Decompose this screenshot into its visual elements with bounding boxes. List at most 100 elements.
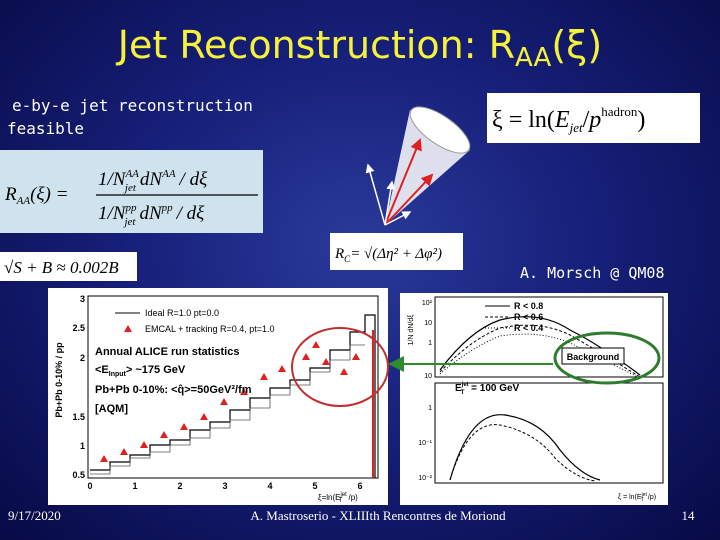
formula-part: AA [16,195,31,207]
formula-part: 1/N [98,169,127,190]
formula-box [0,252,137,281]
legend-label: EMCAL + tracking R=0.4, pt=1.0 [145,324,275,334]
footer-center: A. Mastroserio - XLIIIth Rencontres de M… [250,508,506,523]
plot-note: [AQM] [95,403,128,415]
plot-note: <EInput> ~175 GeV [95,364,186,378]
legend-label: R < 0.6 [514,312,543,322]
rc-formula: RC= √(Δη² + Δφ²) [334,246,442,264]
formula-part: dN [140,169,164,190]
tick-label: 1 [428,405,432,412]
formula-part: jet [123,182,137,194]
formula-part: R [4,184,17,205]
tick-label: 2 [80,353,85,363]
title-end: (ξ) [551,23,602,67]
background-label: Background [567,352,620,362]
tick-label: 6 [357,481,362,491]
intro-line: feasible [7,119,84,138]
label-part: ξ = ln(E [618,494,642,501]
formula-part: / dξ [179,169,209,190]
tick-label: 4 [267,481,272,491]
tick-label: 0 [87,481,92,491]
formula-part: 1/N [98,203,127,224]
formula-part: hadron [601,104,638,119]
label-part: ξ=ln(E [318,493,340,502]
legend-label: R < 0.8 [514,301,543,311]
tick-label: 5 [312,481,317,491]
footer-date: 9/17/2020 [8,508,61,523]
plot-note: Annual ALICE run statistics [95,346,239,358]
formula-part: pp [124,202,137,214]
footer-page: 14 [682,508,696,523]
note-part: > ~175 GeV [126,364,186,376]
tick-label: 10 [424,320,432,327]
formula-part: jet [568,120,583,135]
formula-part: p [587,107,601,133]
formula-box [487,93,700,143]
label-part: T [641,497,644,503]
formula-part: AA [161,168,176,180]
jet-cone [365,106,471,226]
label-part: T [461,390,465,396]
tick-label: 10⁻¹ [418,440,432,447]
formula-part: dN [139,203,163,224]
x-axis-label: ξ=ln(Ejet T/p) [318,492,358,504]
tick-label: 10⁻² [418,475,432,482]
tick-label: 0.5 [72,470,85,480]
formula-part: (ξ) = [30,184,68,205]
formula-part: / dξ [176,203,206,224]
formula-part: C [344,254,351,264]
formula-part: ) [637,107,645,133]
right-plot: 1/N dN/dξ 10² 10 1 10 1 10⁻¹ 10⁻² R < 0.… [400,293,668,505]
significance-formula: √S + B ≈ 0.002B [4,258,119,277]
tick-label: 1.5 [72,412,85,422]
tick-label: 10² [422,300,433,307]
formula-part: R [334,246,344,262]
note-part: Input [109,371,127,378]
formula-part: E [554,107,570,133]
formula-part: = √(Δη² + Δφ²) [350,246,442,262]
tick-label: 1 [132,481,137,491]
tick-label: 2.5 [72,323,85,333]
legend-label: Ideal R=1.0 pt=0.0 [145,308,219,318]
title-subscript: AA [515,43,552,73]
formula-box [0,150,263,233]
label-part: /p) [648,494,656,501]
raa-denominator: 1/Npp jet dNpp / dξ [98,202,205,228]
y-axis-label: 1/N dN/dξ [408,315,415,346]
energy-label: Ejet T = 100 GeV [455,382,520,396]
formula-box [330,233,463,270]
xi-formula: ξ = ln(Ejet/phadron) [492,104,645,135]
formula-part: ξ = ln( [492,107,555,133]
credit: A. Morsch @ QM08 [520,264,665,282]
formula-part: / [583,107,590,133]
formula-part: jet [122,216,136,228]
formula-part: AA [124,168,139,180]
label-part: jet [339,492,347,498]
x-axis-label: ξ = ln(Ejet T/p) [618,492,656,503]
legend-label: R < 0.4 [514,323,543,333]
intro-line: e-by-e jet reconstruction [12,96,253,115]
plot-note: Pb+Pb 0-10%: <q̂>=50GeV²/fm [95,384,252,396]
raa-lhs: RAA(ξ) = [4,184,68,207]
tick-label: 3 [80,294,85,304]
tick-label: 2 [177,481,182,491]
raa-numerator: 1/NAA jet dNAA / dξ [98,168,208,194]
note-part: <E [95,364,109,376]
tick-label: 3 [222,481,227,491]
slide-title: Jet Reconstruction: RAA(ξ) [116,23,602,73]
highlight-ellipse [553,331,661,385]
left-plot: Pb+Pb 0-10% / pp 3 2.5 2 1.5 1 0.5 0 1 2… [48,288,388,505]
tick-label: 10 [424,373,432,380]
label-part: = 100 GeV [468,383,519,394]
tick-label: 1 [428,340,432,347]
label-part: jet [641,492,648,498]
label-part: T [339,498,343,504]
tick-label: 1 [80,441,85,451]
y-axis-label: Pb+Pb 0-10% / pp [54,342,64,418]
label-part: jet [461,382,469,388]
label-part: /p) [349,493,359,502]
title-main: Jet Reconstruction: R [116,23,515,67]
formula-part: pp [161,202,174,214]
